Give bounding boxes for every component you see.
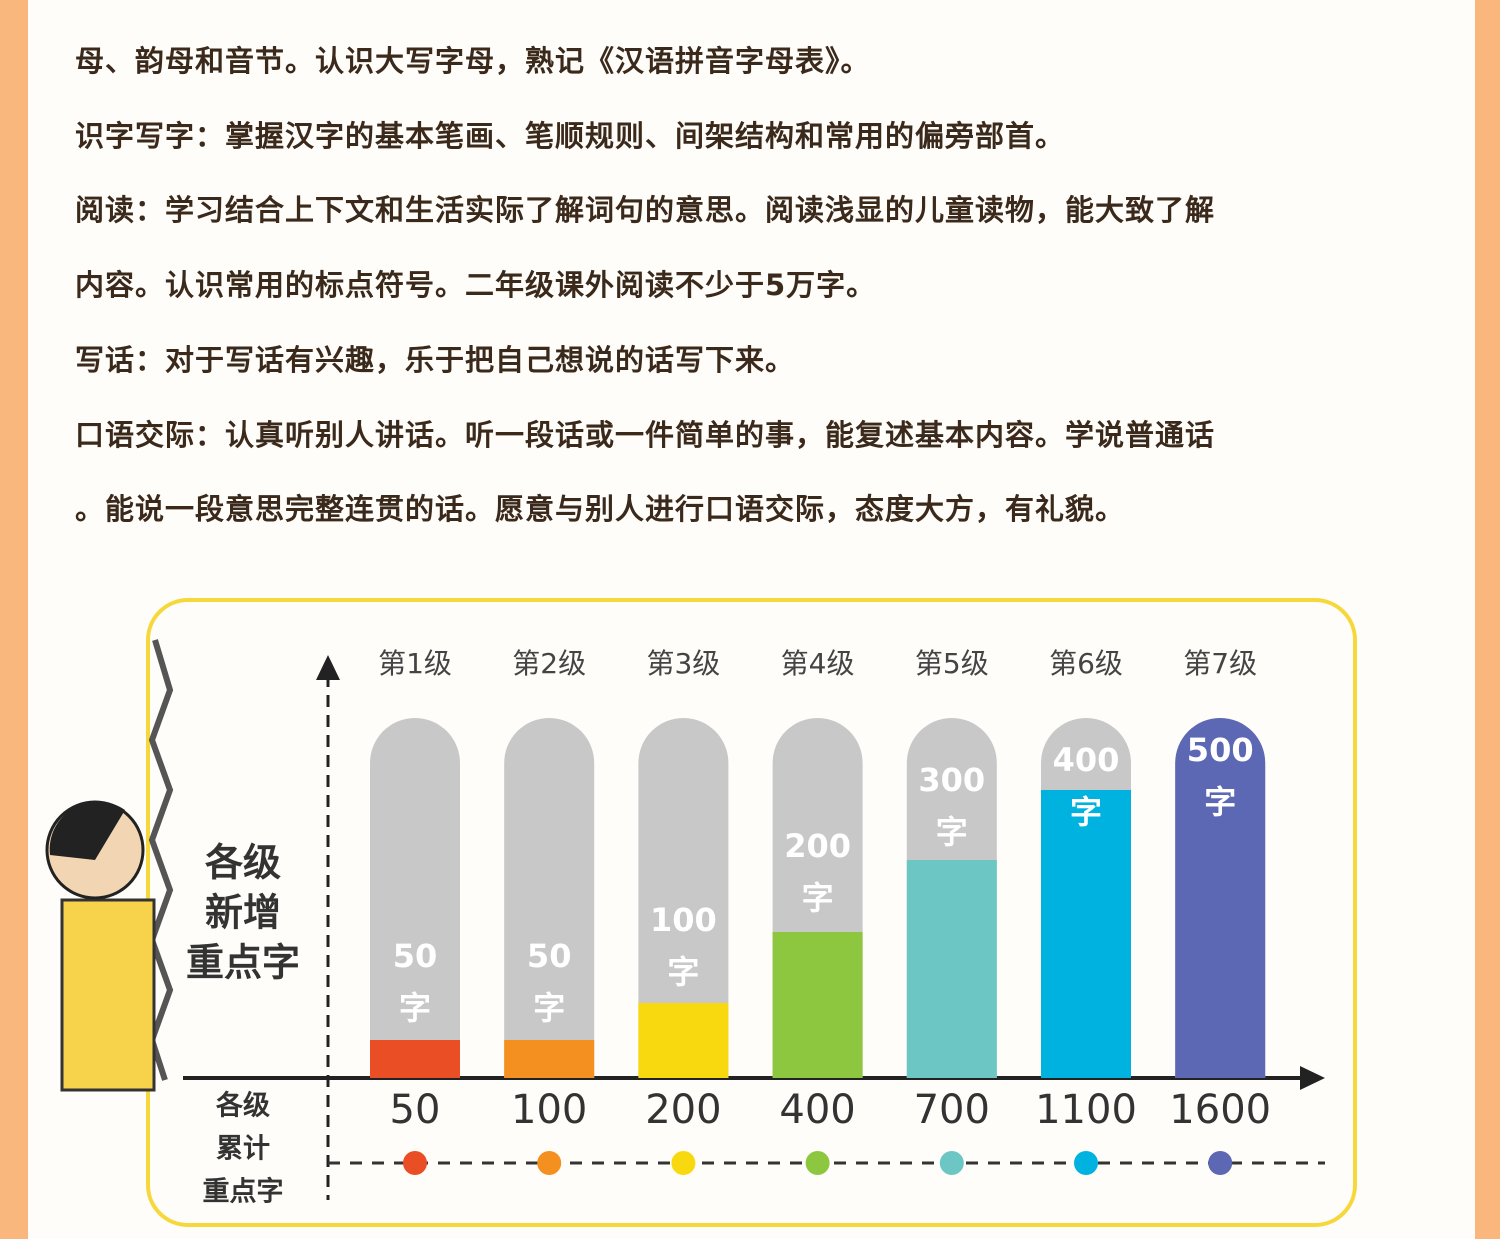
level-name: 第4级	[781, 647, 855, 680]
bar-fill	[1041, 790, 1131, 1078]
total-value: 700	[914, 1087, 990, 1133]
new-unit: 字	[1070, 793, 1102, 831]
bar-fill	[504, 1040, 595, 1078]
child-hair	[49, 801, 125, 860]
text-line: 母、韵母和音节。认识大写字母，熟记《汉语拼音字母表》。	[75, 44, 871, 78]
total-dot	[1074, 1151, 1098, 1175]
text-line: 口语交际：认真听别人讲话。听一段话或一件简单的事，能复述基本内容。学说普通话	[75, 417, 1216, 452]
card: 母、韵母和音节。认识大写字母，熟记《汉语拼音字母表》。识字写字：掌握汉字的基本笔…	[28, 0, 1475, 1239]
bar-fill	[638, 1003, 729, 1078]
x-arrow	[1300, 1066, 1325, 1090]
total-label: 重点字	[203, 1176, 284, 1208]
bar-fill	[370, 1040, 460, 1078]
total-dot	[403, 1151, 427, 1175]
new-value: 500	[1187, 731, 1254, 769]
ladder	[148, 639, 174, 1081]
total-dot	[939, 1151, 964, 1175]
bar-fill	[1175, 718, 1266, 1078]
new-unit: 字	[399, 989, 431, 1027]
bar-bg	[638, 718, 729, 1078]
new-value: 50	[393, 937, 438, 975]
total-value: 100	[511, 1087, 587, 1133]
y-arrow	[316, 655, 340, 680]
bar-bg	[370, 718, 460, 1078]
new-label: 新增	[205, 891, 281, 935]
text-line: 。能说一段意思完整连贯的话。愿意与别人进行口语交际，态度大方，有礼貌。	[75, 492, 1126, 527]
total-dot	[1208, 1151, 1233, 1175]
bar-fill	[772, 932, 863, 1078]
level-name: 第2级	[512, 647, 586, 680]
total-label: 各级	[215, 1090, 270, 1122]
text-line: 写话：对于写话有兴趣，乐于把自己想说的话写下来。	[75, 342, 796, 377]
new-unit: 字	[936, 813, 968, 851]
total-dot	[805, 1151, 830, 1175]
new-value: 200	[784, 827, 851, 865]
text-line: 内容。认识常用的标点符号。二年级课外阅读不少于5万字。	[75, 268, 877, 303]
new-unit: 字	[667, 953, 699, 991]
total-value: 50	[390, 1087, 441, 1133]
bar-bg	[504, 718, 595, 1078]
new-value: 100	[650, 901, 717, 939]
total-label: 累计	[216, 1134, 270, 1165]
new-label: 重点字	[186, 941, 300, 985]
new-label: 各级	[205, 841, 281, 885]
new-value: 400	[1053, 741, 1120, 779]
new-value: 50	[527, 937, 572, 975]
new-unit: 字	[802, 879, 834, 917]
bar-fill	[906, 860, 997, 1078]
total-value: 200	[645, 1087, 721, 1133]
new-value: 300	[918, 761, 985, 799]
total-dot	[671, 1151, 696, 1175]
text-line: 识字写字：掌握汉字的基本笔画、笔顺规则、间架结构和常用的偏旁部首。	[75, 118, 1066, 153]
level-name: 第3级	[646, 647, 720, 680]
total-dot	[537, 1151, 562, 1175]
new-unit: 字	[533, 989, 565, 1027]
chair	[60, 898, 156, 1092]
text-line: 阅读：学习结合上下文和生活实际了解词句的意思。阅读浅显的儿童读物，能大致了解	[75, 193, 1216, 228]
level-name: 第1级	[378, 647, 452, 680]
level-name: 第5级	[915, 647, 989, 680]
total-value: 1100	[1035, 1087, 1137, 1133]
level-name: 第6级	[1049, 647, 1123, 680]
level-name: 第7级	[1183, 647, 1257, 680]
total-value: 400	[779, 1087, 855, 1133]
total-value: 1600	[1169, 1087, 1271, 1133]
new-unit: 字	[1204, 783, 1236, 821]
